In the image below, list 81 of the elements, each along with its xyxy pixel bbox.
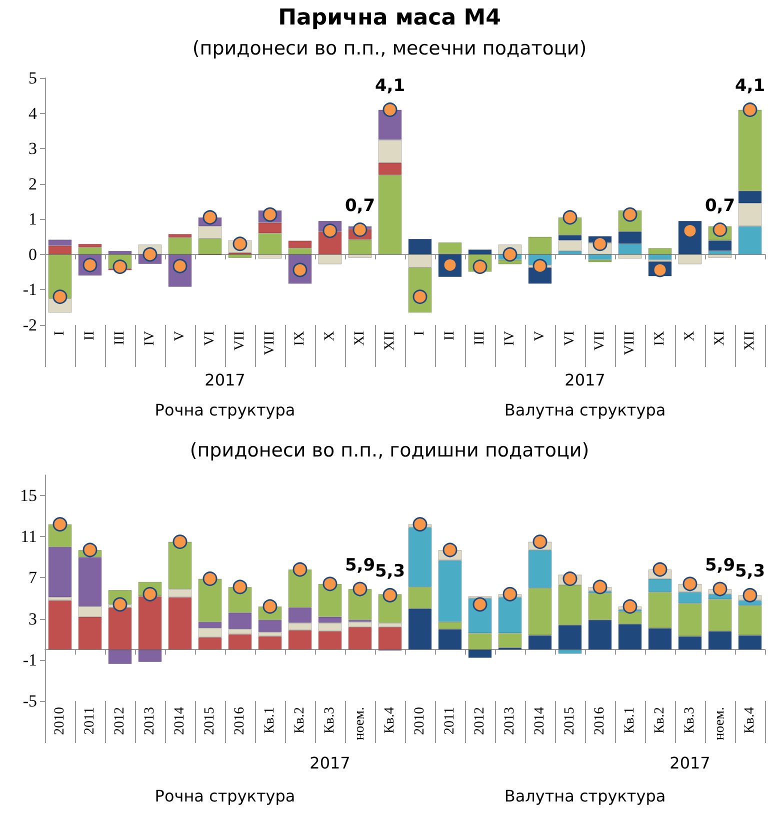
x-tick-label: IX xyxy=(292,331,308,346)
x-tick-label: IV xyxy=(502,331,518,346)
x-tick-label: II xyxy=(442,330,458,340)
x-tick-label: ноем. xyxy=(352,707,368,740)
x-tick-label: XII xyxy=(742,330,758,350)
x-tick-label: XI xyxy=(712,330,728,346)
x-tick-label: 2014 xyxy=(172,707,188,735)
text: Рочна структура xyxy=(154,400,296,420)
x-tick-label: 2012 xyxy=(112,707,128,735)
chart-title: Парична маса М4 xyxy=(278,6,501,30)
data-label: 4,1 xyxy=(734,76,766,96)
x-tick-label: Кв.3 xyxy=(322,707,338,734)
x-tick-label: 2013 xyxy=(142,707,158,735)
x-tick-label: 2015 xyxy=(202,707,218,735)
data-label: 5,9 xyxy=(344,555,376,576)
x-tick-label: III xyxy=(112,330,128,345)
x-tick-label: II xyxy=(82,330,98,340)
data-label: 5,3 xyxy=(374,561,406,582)
x-tick-label: Кв.2 xyxy=(652,707,668,734)
y-tick-label: 2 xyxy=(28,174,37,194)
x-tick-label: I xyxy=(412,330,428,336)
x-tick-label: Кв.1 xyxy=(262,707,278,734)
y-tick-label: 3 xyxy=(28,609,37,628)
y-tick-label: 5 xyxy=(28,68,37,88)
x-tick-label: VII xyxy=(232,330,248,350)
x-tick-label: X xyxy=(322,331,338,342)
x-tick-label: VI xyxy=(562,330,578,346)
chart-subtitle: (придонеси во п.п., месечни податоци) xyxy=(192,38,587,60)
y-tick-label: 7 xyxy=(28,568,38,588)
x-tick-label: 2016 xyxy=(592,707,608,735)
x-tick-label: 2012 xyxy=(472,707,488,735)
y-tick-label: 11 xyxy=(20,527,37,546)
x-tick-label: 2015 xyxy=(562,707,578,735)
data-label: 0,7 xyxy=(704,196,736,216)
x-tick-label: VI xyxy=(202,330,218,346)
x-tick-label: I xyxy=(52,330,68,336)
y-tick-label: 3 xyxy=(28,139,37,158)
y-tick-label: 1 xyxy=(28,210,37,229)
x-tick-label: Кв.1 xyxy=(622,707,638,734)
y-tick-label: -1 xyxy=(22,280,37,300)
x-tick-label: VIII xyxy=(262,330,278,356)
x-tick-label: VII xyxy=(592,330,608,350)
x-tick-label: VIII xyxy=(622,330,638,356)
text: Валутна структура xyxy=(504,400,666,420)
chart-subtitle: (придонеси во п.п., годишни податоци) xyxy=(190,440,590,462)
x-tick-label: Кв.3 xyxy=(682,707,698,734)
x-tick-label: V xyxy=(532,331,548,342)
y-tick-label: -5 xyxy=(22,692,37,710)
x-tick-label: ноем. xyxy=(712,707,728,740)
x-tick-label: 2013 xyxy=(502,707,518,735)
x-tick-label: IV xyxy=(142,331,158,346)
x-tick-label: X xyxy=(682,331,698,342)
data-label: 4,1 xyxy=(374,76,406,96)
y-tick-label: 0 xyxy=(28,244,37,264)
x-tick-label: 2010 xyxy=(412,707,428,735)
data-label: 0,7 xyxy=(344,196,376,216)
x-tick-label: XII xyxy=(382,330,398,350)
text: Валутна структура xyxy=(504,786,666,806)
text: 2017 xyxy=(564,370,606,390)
y-tick-label: 15 xyxy=(20,486,37,506)
x-tick-label: Кв.4 xyxy=(742,707,758,734)
x-tick-label: 2010 xyxy=(52,707,68,735)
x-tick-label: IX xyxy=(652,331,668,346)
x-tick-label: 2011 xyxy=(82,707,98,734)
y-tick-label: -1 xyxy=(22,650,37,670)
text: 2017 xyxy=(670,754,710,772)
text: Рочна структура xyxy=(154,786,296,806)
text: 2017 xyxy=(204,370,246,390)
x-tick-label: V xyxy=(172,331,188,342)
x-tick-label: 2014 xyxy=(532,707,548,735)
x-tick-label: 2016 xyxy=(232,707,248,735)
data-label: 5,3 xyxy=(734,561,766,582)
y-tick-label: 4 xyxy=(28,104,38,123)
y-tick-label: -2 xyxy=(22,316,37,334)
x-tick-label: III xyxy=(472,330,488,345)
x-tick-label: 2011 xyxy=(442,707,458,734)
text: 2017 xyxy=(310,754,350,772)
x-tick-label: XI xyxy=(352,330,368,346)
data-label: 5,9 xyxy=(704,555,736,576)
x-tick-label: Кв.4 xyxy=(382,707,398,734)
x-tick-label: Кв.2 xyxy=(292,707,308,734)
